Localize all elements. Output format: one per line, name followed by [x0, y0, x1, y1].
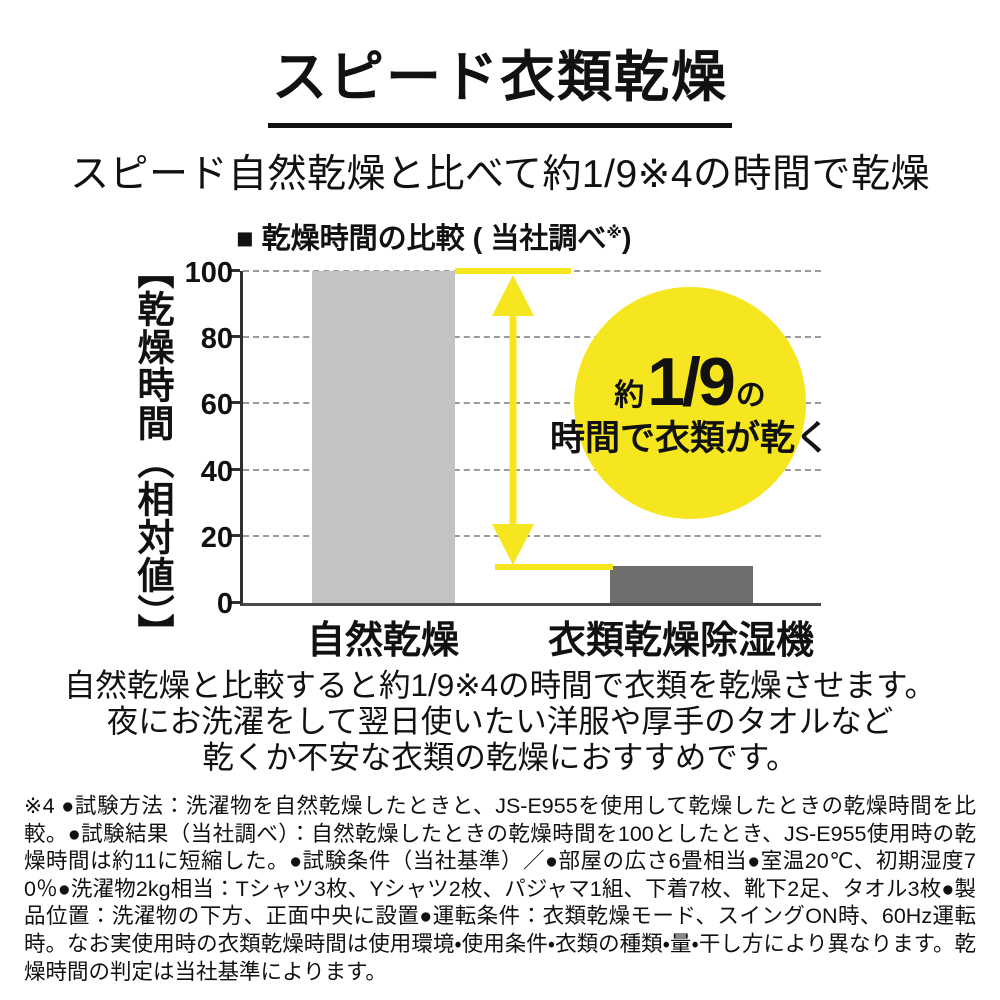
- footnote-text: ※4 ●試験方法：洗濯物を自然乾燥したときと、JS-E955を使用して乾燥したと…: [24, 794, 976, 984]
- highlight-approx: 約: [614, 378, 645, 412]
- gridline-20: [243, 535, 821, 537]
- x-label-natural-drying: 自然乾燥: [306, 620, 459, 662]
- highlight-fraction: 1/9: [647, 343, 736, 420]
- y-tick-label: 100: [184, 257, 233, 289]
- bar-natural-drying: [312, 271, 455, 603]
- highlight-particle: の: [735, 378, 766, 412]
- description-line: 夜にお洗濯をして翌日使いたい洋服や厚手のタオルなど: [106, 703, 894, 739]
- bar-dehumidifier: [610, 566, 753, 603]
- annotation-line-top: [455, 268, 571, 274]
- gridline-40: [243, 469, 821, 471]
- highlight-circle: 約 1/9 の 時間で衣類が乾く: [550, 287, 830, 519]
- double-arrow-icon: [492, 275, 534, 565]
- page-title-wrap: スピード衣類乾燥: [0, 32, 1000, 128]
- y-axis-label: 【乾燥時間（相対値）】: [132, 252, 173, 652]
- chart-title: ■ 乾燥時間の比較 ( 当社調べ※): [236, 215, 632, 257]
- y-tick-mark: [230, 401, 240, 404]
- bar-chart-plot-area: 100 80 60 40 20 0 約 1/9 の 時間で衣類が乾く 自然乾燥 …: [185, 259, 830, 663]
- chart-title-footnote-mark: ※: [606, 225, 622, 242]
- y-tick-mark: [230, 335, 240, 338]
- page-title: スピード衣類乾燥: [267, 32, 732, 128]
- highlight-line2: 時間で衣類が乾く: [550, 418, 831, 458]
- y-tick-label: 0: [216, 588, 233, 620]
- y-tick-mark: [230, 601, 240, 604]
- gridline-60: [243, 402, 821, 404]
- chart-title-main: ■ 乾燥時間の比較 ( 当社調べ: [236, 223, 607, 255]
- x-label-dehumidifier: 衣類乾燥除湿機: [547, 620, 814, 662]
- y-tick-mark: [230, 534, 240, 537]
- description-paragraph: 自然乾燥と比較すると約1/9※4の時間で衣類を乾燥させます。 夜にお洗濯をして翌…: [0, 667, 1000, 775]
- y-tick-label: 80: [200, 323, 233, 355]
- page-subtitle: スピード自然乾燥と比べて約1/9※4の時間で乾燥: [69, 153, 931, 196]
- y-tick-mark: [230, 269, 240, 272]
- annotation-line-bottom: [495, 564, 613, 570]
- y-tick-label: 20: [200, 522, 233, 554]
- gridline-80: [243, 336, 821, 338]
- description-line: 乾くか不安な衣類の乾燥におすすめです。: [202, 739, 798, 775]
- y-tick-label: 60: [200, 389, 233, 421]
- description-line: 自然乾燥と比較すると約1/9※4の時間で衣類を乾燥させます。: [63, 667, 937, 703]
- chart-title-close: ): [621, 223, 632, 255]
- y-tick-label: 40: [200, 456, 233, 488]
- y-tick-mark: [230, 468, 240, 471]
- highlight-line1: 約 1/9 の: [614, 348, 766, 416]
